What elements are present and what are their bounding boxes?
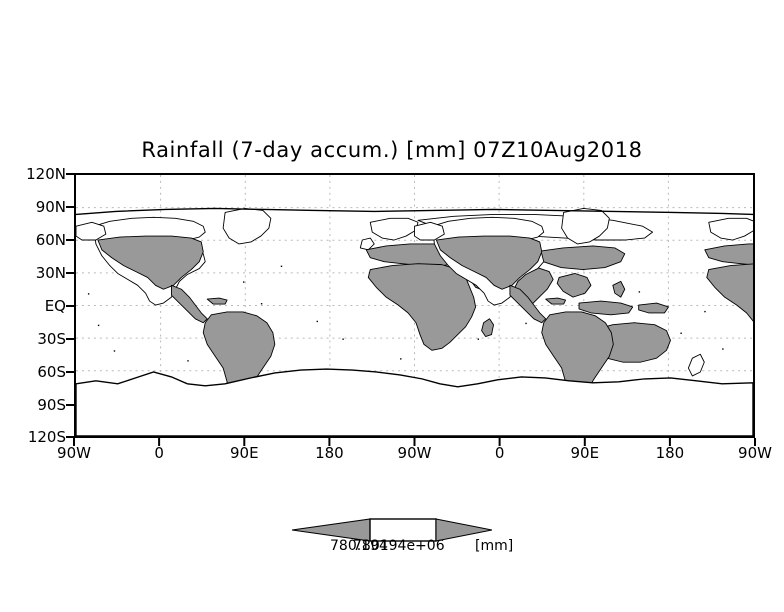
colorbar xyxy=(292,513,492,547)
china-shaded xyxy=(534,245,626,270)
map-wrap-copy xyxy=(414,208,753,412)
x-tick-label: 90E xyxy=(230,444,259,462)
y-tick-label: 30N xyxy=(35,264,66,282)
new-zealand xyxy=(687,353,705,377)
africa-wrap xyxy=(706,263,753,322)
central-america-wrap xyxy=(509,284,547,324)
alaska xyxy=(76,221,107,241)
central-america xyxy=(170,284,208,324)
y-tick-label: 60N xyxy=(35,231,66,249)
arctic-edge xyxy=(76,207,753,216)
coast-speckle xyxy=(87,265,724,362)
usa-wrap xyxy=(435,235,543,290)
y-tick-label: EQ xyxy=(44,297,66,315)
british-isles xyxy=(359,237,375,251)
colorbar-graphic xyxy=(292,518,492,542)
alaska-wrap xyxy=(414,221,445,241)
x-tick-label: 90W xyxy=(57,444,91,462)
y-tick-label: 90N xyxy=(35,198,66,216)
greenland-wrap xyxy=(561,208,610,245)
x-tick-label: 90W xyxy=(738,444,772,462)
y-tick-label: 60S xyxy=(37,363,66,381)
caribbean-wrap xyxy=(545,297,567,305)
new-guinea xyxy=(638,302,669,314)
philippines xyxy=(612,280,626,298)
colorbar-unit-label: [mm] xyxy=(475,538,514,554)
x-tick-label: 180 xyxy=(315,444,344,462)
colorbar-max-label: 780194e+06 xyxy=(353,538,445,554)
madagascar xyxy=(481,318,494,337)
map-plot-area: Constant Grid, Undefined xyxy=(74,173,755,438)
usa-shaded xyxy=(97,235,204,290)
colorbar-min-label: 780.194 xyxy=(330,538,388,554)
europe-north-wrap xyxy=(708,217,753,241)
caribbean xyxy=(206,297,228,305)
page-title: Rainfall (7-day accum.) [mm] 07Z10Aug201… xyxy=(141,138,643,162)
x-tick-label: 90E xyxy=(570,444,600,462)
y-tick-label: 90S xyxy=(37,396,66,414)
colorbar-labels: 780.194 780194e+06 [mm] xyxy=(0,538,784,558)
x-tick-label: 90W xyxy=(397,444,432,462)
antarctica xyxy=(76,368,753,436)
southeast-asia xyxy=(556,273,592,298)
europe-north xyxy=(369,217,419,241)
x-tick-label: 0 xyxy=(494,444,505,462)
x-tick-label: 180 xyxy=(655,444,685,462)
y-tick-label: 120N xyxy=(26,165,66,183)
world-map xyxy=(76,175,753,436)
colorbar-right-arrow xyxy=(435,518,492,542)
y-tick-label: 120S xyxy=(27,428,66,446)
indonesia xyxy=(578,300,634,316)
europe-shaded-wrap xyxy=(704,243,753,266)
y-tick-label: 30S xyxy=(37,330,66,348)
x-tick-label: 0 xyxy=(154,444,164,462)
